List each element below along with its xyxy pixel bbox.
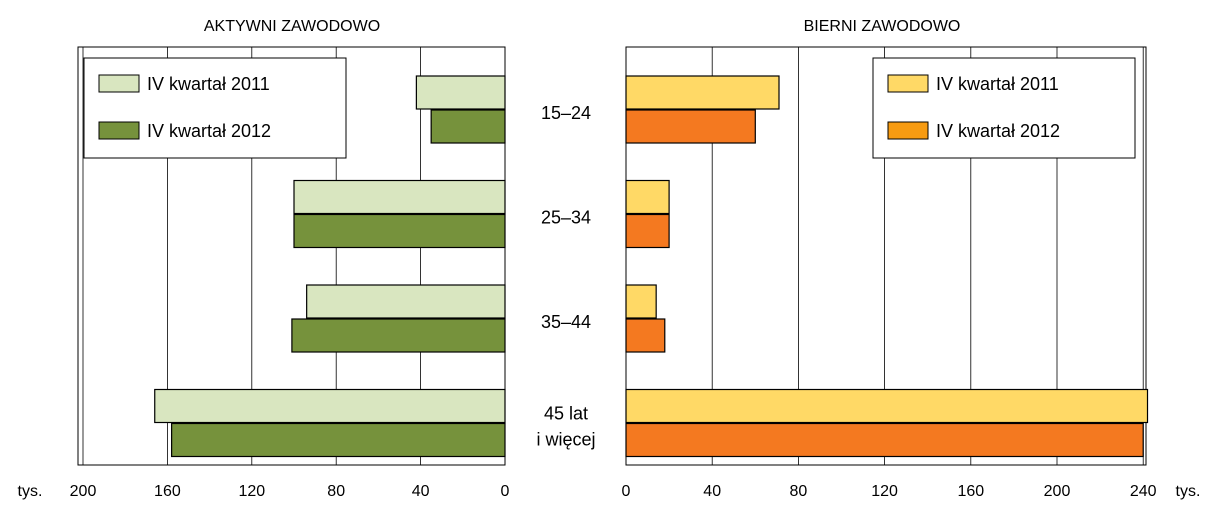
x-tick-label: 40 [703,483,721,500]
legend-box [83,57,347,159]
bar-2011 [415,75,506,110]
category-label: 25–34 [541,208,591,228]
bar-2012 [625,318,666,353]
legend-swatch [887,121,929,140]
x-tick-label: 0 [501,483,510,500]
x-tick-label: 40 [412,483,430,500]
bar-2012 [625,109,756,144]
bar-2012 [625,213,670,249]
legend-label: IV kwartał 2011 [147,74,270,94]
bar-2011 [625,75,780,110]
x-tick-label: 200 [70,483,97,500]
x-tick-label: 80 [790,483,808,500]
bar-2011 [625,179,670,215]
bar-2011 [625,388,1149,424]
bar-2012 [293,213,506,249]
x-tick-label: 240 [1130,483,1157,500]
bar-2011 [154,388,506,424]
left-chart-title: AKTYWNI ZAWODOWO [204,18,380,35]
category-label: i więcej [536,430,595,450]
x-tick-label: 120 [238,483,265,500]
bar-2011 [306,284,506,319]
category-label: 15–24 [541,103,591,123]
legend-label: IV kwartał 2012 [147,121,271,141]
legend-swatch [887,74,929,93]
legend-label: IV kwartał 2012 [936,121,1060,141]
bar-2011 [293,179,506,215]
legend-label: IV kwartał 2011 [936,74,1059,94]
legend-swatch [98,74,140,93]
x-tick-label: 200 [1044,483,1071,500]
left-plot-area: 200 160 120 80 40 0 tys. IV kwartał 2011 IV kwar… [18,46,510,500]
x-tick-label: 120 [871,483,898,500]
bar-2012 [291,318,506,353]
x-tick-label: 80 [327,483,345,500]
bar-2011 [625,284,657,319]
right-plot-area: 0 40 80 120 160 200 240 tys. IV kwartał 2011 IV k… [622,46,1201,500]
x-tick-label: 0 [622,483,631,500]
bar-2012 [171,422,506,458]
category-label: 45 lat [544,404,588,424]
x-unit-label: tys. [1176,483,1201,500]
category-labels: 15–24 25–34 35–44 45 lat i więcej [536,103,595,450]
category-label: 35–44 [541,312,591,332]
bar-2012 [625,422,1144,458]
x-tick-label: 160 [957,483,984,500]
right-chart-title: BIERNI ZAWODOWO [804,18,961,35]
x-unit-label: tys. [18,483,43,500]
legend-box [872,57,1136,159]
x-tick-label: 160 [154,483,181,500]
legend-swatch [98,121,140,140]
bar-2012 [430,109,506,144]
